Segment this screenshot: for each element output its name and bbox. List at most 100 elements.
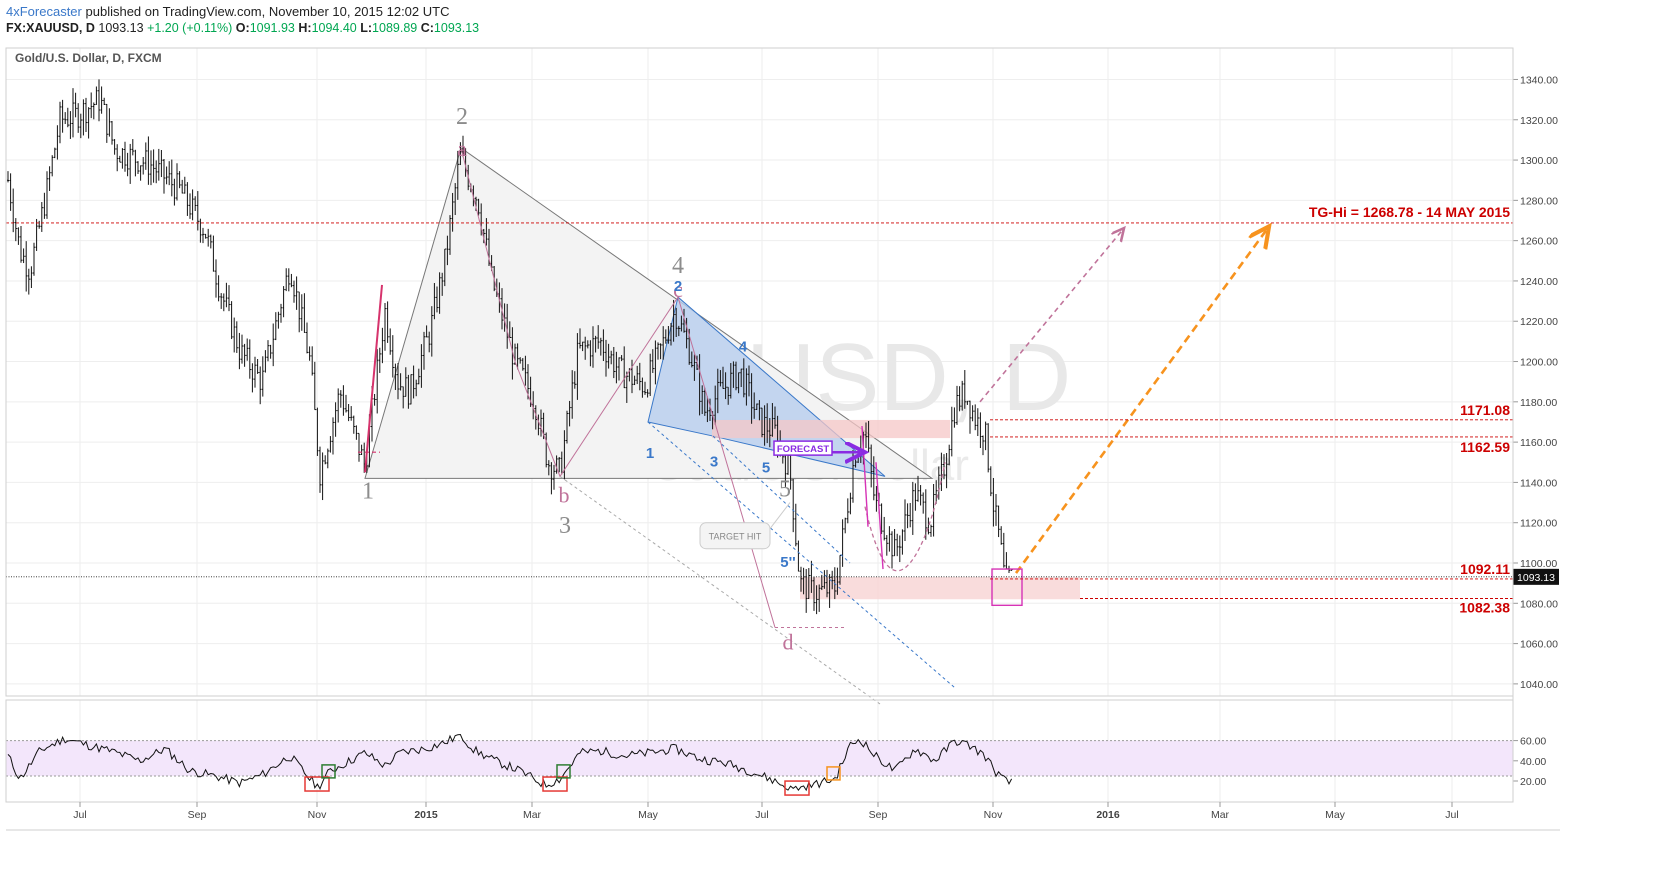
wave-labels: 1 2 3 4 5 a b c d 1 2 3 4 5 5'' (362, 104, 796, 655)
x-tick-label: Mar (1211, 809, 1230, 821)
rsi-band (6, 740, 1513, 776)
wave-pink-label: a (457, 136, 467, 161)
rsi-tick-label: 60.00 (1520, 736, 1546, 748)
drawing-overlay: FORECAST TARGET HIT (358, 147, 1266, 705)
x-tick-label: Nov (984, 809, 1003, 821)
level-label: 1162.59 (1460, 439, 1510, 455)
projection-arrow-orange (1014, 231, 1266, 574)
cup-curve (864, 462, 946, 572)
chart-title: Gold/U.S. Dollar, D, FXCM (15, 51, 162, 65)
target-hit-label: TARGET HIT (709, 532, 762, 542)
wave-pink-label: b (559, 483, 570, 508)
y-tick-label: 1220.00 (1520, 316, 1558, 328)
price-change: +1.20 (+0.11%) (147, 21, 233, 35)
close-label: C: (420, 21, 434, 35)
publish-line: 4xForecaster published on TradingView.co… (6, 4, 449, 19)
rsi-tick-label: 20.00 (1520, 776, 1546, 788)
ohlc-line: FX:XAUUSD, D 1093.13 +1.20 (+0.11%) O:10… (6, 21, 479, 35)
y-tick-label: 1260.00 (1520, 236, 1558, 248)
x-tick-label: Nov (308, 809, 327, 821)
y-tick-label: 1280.00 (1520, 195, 1558, 207)
wave-pink-label: c (673, 277, 683, 302)
rsi-signal-marker (556, 764, 571, 779)
y-tick-label: 1180.00 (1520, 397, 1557, 409)
rsi-tick-label: 40.00 (1520, 756, 1546, 768)
blue-channel-line-2 (712, 435, 851, 564)
x-tick-label: Jul (755, 809, 768, 821)
wave-blue-label: 5'' (780, 554, 795, 571)
rsi-orange-marker (826, 766, 841, 781)
x-tick-label: May (1325, 809, 1346, 821)
published-text: published on TradingView.com, November 1… (85, 4, 450, 19)
wave-blue-label: 3 (710, 453, 718, 470)
y-tick-label: 1200.00 (1520, 357, 1558, 369)
wave-gray-label: 5 (779, 477, 791, 503)
low-value: 1089.89 (372, 21, 418, 35)
wave-blue-label: 1 (646, 445, 654, 462)
close-value: 1093.13 (433, 21, 480, 35)
magenta-drop-line-2 (875, 462, 884, 570)
x-tick-label: Sep (188, 809, 207, 821)
last-price-tag (1513, 568, 1559, 585)
last-price: 1093.13 (98, 21, 144, 35)
last-price-tag-label: 1093.13 (1517, 572, 1555, 584)
x-tick-label: Sep (869, 809, 888, 821)
open-value: 1091.93 (249, 21, 295, 35)
y-tick-label: 1320.00 (1520, 115, 1558, 127)
y-tick-label: 1300.00 (1520, 155, 1558, 167)
axes: 1040.001060.001080.001100.001120.001140.… (5, 47, 1560, 831)
x-tick-label: Mar (523, 809, 542, 821)
projection-arrow-pink (979, 231, 1122, 403)
wave-blue-label: 5 (762, 459, 770, 476)
price-levels: TG-Hi = 1268.78 - 14 MAY 2015 1171.08 1162… (6, 204, 1559, 615)
y-tick-label: 1140.00 (1520, 477, 1557, 489)
wave-gray-label: 1 (362, 479, 374, 505)
level-label: TG-Hi = 1268.78 - 14 MAY 2015 (1309, 204, 1510, 220)
rsi-line (7, 733, 1013, 792)
rsi-pane: 20.00 40.00 60.00 (6, 733, 1546, 796)
x-tick-label: 2015 (414, 809, 438, 821)
level-label: 1171.08 (1460, 402, 1510, 418)
wave-gray-label: 2 (456, 104, 468, 130)
level-label: 1092.11 (1460, 561, 1510, 577)
x-tick-label: 2016 (1096, 809, 1120, 821)
high-value: 1094.40 (311, 21, 357, 35)
low-label: L: (360, 21, 373, 35)
open-label: O: (235, 21, 250, 35)
forecast-box (773, 440, 833, 456)
symbol-label: FX:XAUUSD, D (6, 21, 95, 35)
wave-pink-label: d (783, 630, 794, 655)
wave-blue-label: 4 (739, 338, 748, 355)
resistance-zone (712, 419, 950, 439)
y-tick-label: 1340.00 (1520, 74, 1558, 86)
forecast-label: FORECAST (777, 444, 829, 455)
y-tick-label: 1080.00 (1520, 598, 1558, 610)
rsi-oversold-marker (784, 780, 810, 796)
x-tick-label: May (638, 809, 659, 821)
level-label: 1082.38 (1459, 599, 1510, 615)
rsi-oversold-marker (304, 776, 330, 792)
y-tick-label: 1040.00 (1520, 679, 1558, 691)
wave-gray-label: 3 (559, 513, 571, 539)
rsi-oversold-marker (542, 776, 568, 792)
wave-a-start-line (364, 284, 383, 473)
y-tick-label: 1240.00 (1520, 276, 1558, 288)
current-price-box (991, 568, 1023, 607)
chart-area[interactable]: XAUUSD, D Gold/U.S. Dollar FORECASTTARGE… (0, 40, 1664, 877)
blue-channel-line-1 (647, 421, 956, 689)
y-tick-label: 1120.00 (1520, 518, 1557, 530)
high-label: H: (298, 21, 312, 35)
wave-blue-label: 2 (674, 278, 682, 295)
y-tick-label: 1060.00 (1520, 639, 1558, 651)
publisher-link[interactable]: 4xForecaster (6, 4, 82, 19)
x-tick-label: Jul (73, 809, 86, 821)
y-tick-label: 1160.00 (1520, 437, 1557, 449)
support-zone (800, 577, 1080, 600)
drawings (364, 147, 1080, 600)
rsi-signal-marker (321, 764, 336, 779)
target-hit-pointer (769, 502, 791, 530)
wave-gray-label: 4 (672, 253, 684, 279)
y-tick-label: 1100.00 (1520, 558, 1557, 570)
target-hit-box (699, 522, 771, 550)
chart-header: 4xForecaster published on TradingView.co… (0, 0, 1664, 40)
